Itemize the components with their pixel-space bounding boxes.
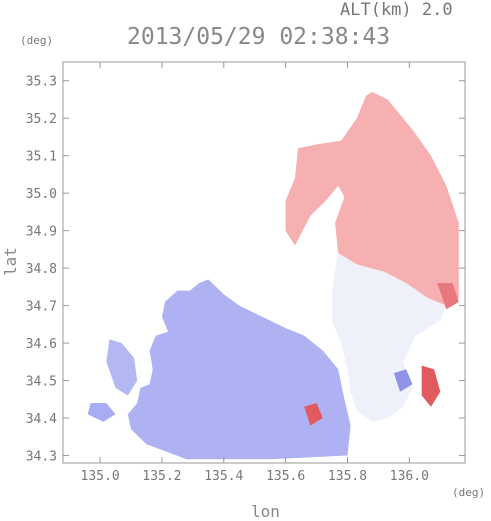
y-tick-label: 35.2 (26, 112, 57, 127)
region-blue-spot (393, 369, 413, 392)
y-tick-label: 35.0 (26, 187, 57, 202)
y-tick-label: 34.7 (26, 300, 57, 315)
x-axis-title: lon (251, 502, 280, 521)
region-strong-edge (437, 283, 459, 310)
x-tick-label: 135.8 (328, 469, 367, 484)
x-axis-ticks: 135.0 135.2 135.4 135.6 135.8 136.0 (81, 62, 429, 484)
y-axis-title: lat (0, 247, 20, 276)
timestamp-title: 2013/05/29 02:38:43 (127, 24, 391, 50)
region-negative-west (106, 339, 138, 396)
data-regions (87, 92, 459, 460)
x-tick-label: 135.4 (204, 469, 243, 484)
x-tick-label: 136.0 (390, 469, 429, 484)
x-tick-label: 135.0 (81, 469, 120, 484)
region-negative-far (87, 403, 116, 422)
y-tick-label: 34.8 (26, 262, 57, 277)
y-tick-label: 34.6 (26, 337, 57, 352)
y-tick-label: 34.3 (26, 450, 57, 465)
region-transition (332, 253, 447, 422)
region-positive (285, 92, 459, 306)
y-unit-label: (deg) (20, 34, 54, 47)
plot-frame (62, 61, 466, 464)
y-tick-label: 35.1 (26, 150, 57, 165)
y-tick-label: 35.3 (26, 75, 57, 90)
region-strong-east (421, 365, 441, 407)
x-tick-label: 135.6 (266, 469, 305, 484)
x-tick-label: 135.2 (142, 469, 181, 484)
x-unit-label: (deg) (452, 486, 486, 499)
y-tick-label: 34.9 (26, 225, 57, 240)
region-negative (127, 279, 351, 460)
region-strong-south (304, 403, 323, 426)
y-axis-ticks: 34.3 34.4 34.5 34.6 34.7 34.8 34.9 35.0 35.1 35.2… (26, 75, 465, 465)
altitude-label: ALT(km) 2.0 (340, 0, 453, 20)
y-tick-label: 34.4 (26, 412, 57, 427)
y-tick-label: 34.5 (26, 375, 57, 390)
